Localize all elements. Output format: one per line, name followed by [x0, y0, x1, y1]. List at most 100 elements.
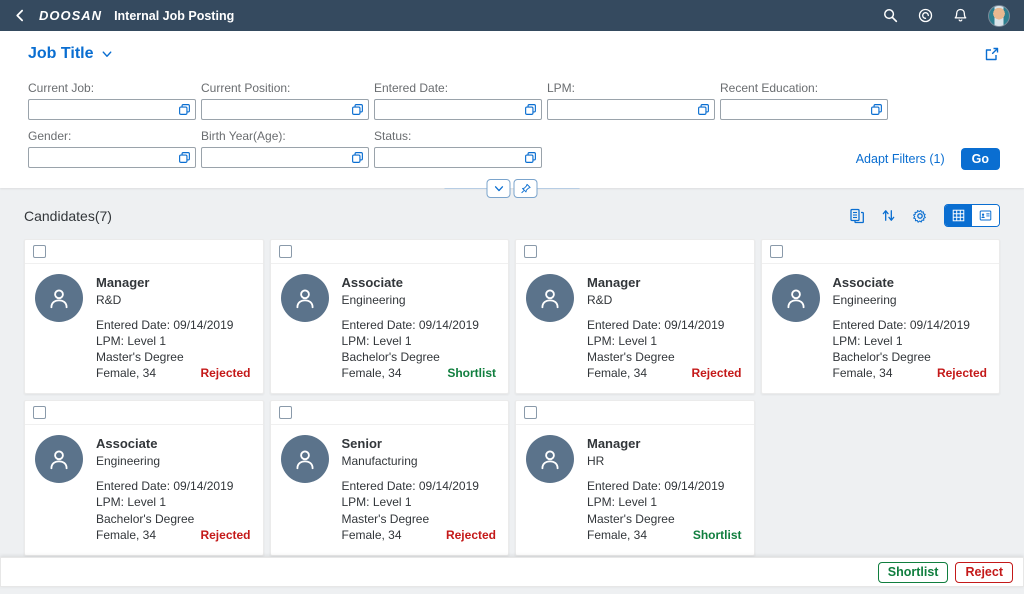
candidate-status: Rejected [200, 527, 251, 542]
birth-year-input[interactable] [202, 148, 385, 167]
value-help-icon[interactable] [351, 103, 364, 121]
value-help-icon[interactable] [524, 151, 537, 169]
filter-recent-education: Recent Education: [720, 81, 904, 121]
candidate-entered-date: Entered Date: 09/14/2019 [587, 317, 725, 332]
filter-label: Birth Year(Age): [201, 129, 286, 143]
go-button[interactable]: Go [960, 148, 1000, 170]
card-checkbox[interactable] [524, 406, 537, 420]
share-icon[interactable] [984, 46, 1000, 62]
candidate-degree: Bachelor's Degree [341, 350, 440, 365]
candidate-card[interactable]: Senior Manufacturing Entered Date: 09/14… [269, 400, 509, 556]
gender-input[interactable] [29, 148, 212, 167]
candidate-card[interactable]: Associate Engineering Entered Date: 09/1… [269, 239, 509, 395]
filter-label: Gender: [28, 129, 72, 143]
notifications-bell-icon[interactable] [953, 8, 968, 23]
value-help-icon[interactable] [351, 151, 364, 169]
candidate-lpm: LPM: Level 1 [832, 333, 903, 348]
person-avatar-icon [280, 435, 329, 484]
shortlist-button[interactable]: Shortlist [877, 561, 949, 583]
grid-icon [952, 209, 965, 222]
filter-gender: Gender: [28, 129, 212, 169]
filter-bar: Job Title Current Job: Current Position:… [0, 31, 1024, 198]
card-view-button[interactable] [972, 205, 999, 226]
collapse-header-button[interactable] [486, 179, 511, 198]
candidate-department: Engineering [96, 454, 161, 469]
candidate-demographic: Female, 34 [96, 527, 157, 542]
candidate-department: R&D [587, 292, 613, 307]
filter-birth-year: Birth Year(Age): [201, 129, 385, 169]
filter-label: Recent Education: [720, 81, 819, 95]
candidate-status: Shortlist [692, 527, 742, 542]
candidate-demographic: Female, 34 [587, 527, 648, 542]
card-checkbox[interactable] [278, 406, 292, 420]
current-position-input[interactable] [202, 100, 385, 119]
status-input[interactable] [375, 148, 558, 167]
app-title: Internal Job Posting [114, 8, 235, 23]
candidate-card[interactable]: Associate Engineering Entered Date: 09/1… [760, 239, 1000, 395]
reject-button[interactable]: Reject [955, 561, 1013, 583]
card-checkbox[interactable] [278, 245, 292, 258]
card-checkbox[interactable] [33, 245, 46, 258]
value-help-icon[interactable] [697, 103, 710, 121]
candidate-degree: Master's Degree [96, 350, 184, 365]
candidate-department: Engineering [832, 292, 897, 307]
candidate-lpm: LPM: Level 1 [96, 333, 167, 348]
value-help-icon[interactable] [524, 103, 537, 121]
candidate-department: Engineering [341, 292, 406, 307]
candidate-department: HR [587, 454, 605, 469]
filter-label: Entered Date: [374, 81, 449, 95]
value-help-icon[interactable] [178, 103, 191, 121]
current-job-input[interactable] [29, 100, 212, 119]
person-avatar-icon [280, 274, 329, 322]
filter-label: Current Position: [201, 81, 291, 95]
card-checkbox[interactable] [33, 406, 46, 420]
chevron-left-icon [16, 9, 24, 22]
adapt-filters-link[interactable]: Adapt Filters (1) [855, 152, 945, 166]
candidate-title: Associate [832, 275, 894, 290]
filter-label: Current Job: [28, 81, 95, 95]
chevron-down-icon [494, 186, 503, 192]
candidate-department: R&D [96, 292, 122, 307]
shell-header: DOOSAN Internal Job Posting [0, 0, 1024, 31]
value-help-icon[interactable] [178, 151, 191, 169]
pin-header-button[interactable] [513, 179, 538, 198]
card-checkbox[interactable] [769, 245, 783, 258]
candidate-entered-date: Entered Date: 09/14/2019 [96, 479, 234, 494]
sort-icon[interactable] [881, 208, 896, 223]
person-avatar-icon [35, 435, 83, 484]
search-icon[interactable] [883, 8, 898, 23]
view-switch [944, 204, 1000, 227]
filter-entered-date: Entered Date: [374, 81, 558, 121]
candidate-lpm: LPM: Level 1 [341, 495, 412, 510]
person-avatar-icon [771, 274, 820, 322]
candidate-card[interactable]: Manager R&D Entered Date: 09/14/2019 LPM… [515, 239, 755, 395]
recent-education-input[interactable] [721, 100, 904, 119]
candidate-title: Associate [96, 436, 158, 452]
variant-selector[interactable]: Job Title [28, 45, 113, 63]
brand-logo: DOOSAN [39, 8, 103, 23]
lpm-input[interactable] [548, 100, 731, 119]
user-avatar[interactable] [988, 4, 1010, 27]
candidate-card[interactable]: Associate Engineering Entered Date: 09/1… [24, 400, 264, 556]
candidate-status: Shortlist [447, 366, 496, 381]
value-help-icon[interactable] [870, 103, 883, 121]
candidate-card[interactable]: Manager HR Entered Date: 09/14/2019 LPM:… [515, 400, 755, 556]
candidate-demographic: Female, 34 [341, 366, 402, 381]
entered-date-input[interactable] [375, 100, 558, 119]
candidate-cards: Manager R&D Entered Date: 09/14/2019 LPM… [24, 239, 1000, 556]
settings-gear-icon[interactable] [912, 208, 928, 224]
back-button[interactable] [14, 9, 27, 22]
card-checkbox[interactable] [524, 245, 537, 258]
copilot-icon[interactable] [918, 8, 933, 23]
candidate-degree: Bachelor's Degree [96, 511, 195, 526]
candidate-demographic: Female, 34 [587, 366, 648, 381]
candidate-card[interactable]: Manager R&D Entered Date: 09/14/2019 LPM… [24, 239, 264, 395]
candidate-lpm: LPM: Level 1 [341, 333, 412, 348]
candidate-lpm: LPM: Level 1 [587, 333, 658, 348]
candidate-title: Manager [96, 275, 150, 290]
candidates-title: Candidates(7) [24, 207, 112, 224]
copy-icon[interactable] [849, 208, 865, 224]
filter-label: Status: [374, 129, 412, 143]
candidate-department: Manufacturing [341, 454, 418, 469]
grid-view-button[interactable] [945, 205, 972, 226]
